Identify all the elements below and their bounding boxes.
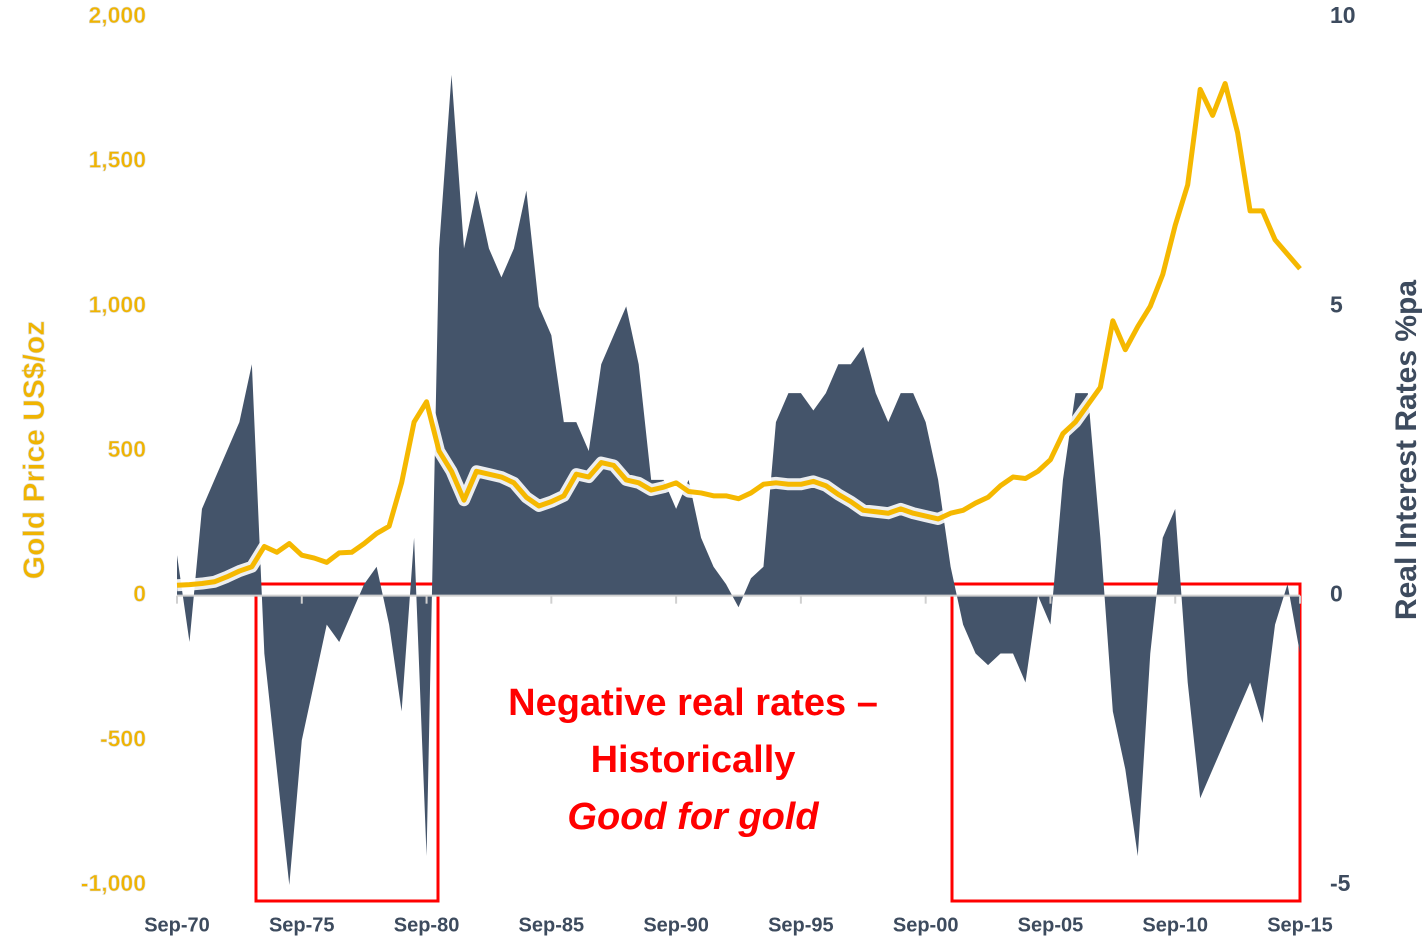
y2-tick-label: 0: [1330, 581, 1343, 607]
y-tick-label: -500: [100, 725, 146, 751]
highlight-box: [950, 582, 1302, 903]
y2-tick-label: 5: [1330, 291, 1343, 317]
x-tick-label: Sep-05: [1018, 914, 1084, 936]
area: [177, 74, 1300, 885]
highlight-box: [254, 582, 440, 903]
y-tick-label: 1,000: [88, 291, 146, 317]
y-tick-label: 2,000: [88, 2, 146, 28]
x-tick-label: Sep-95: [768, 914, 834, 936]
plot-area: [176, 74, 1305, 885]
y-tick-label: 500: [108, 436, 146, 462]
y-tick-label: 1,500: [88, 147, 146, 173]
annotation: Historically: [591, 739, 796, 781]
y-tick-label: -1,000: [81, 870, 146, 896]
x-tick-label: Sep-00: [893, 914, 959, 936]
annotation: Good for gold: [567, 796, 819, 838]
x-tick-label: Sep-70: [144, 914, 210, 936]
x-tick-label: Sep-15: [1267, 914, 1333, 936]
y-axis-label: Gold Price US$/oz: [18, 321, 51, 579]
y2-tick-label: -5: [1330, 870, 1351, 896]
x-tick-label: Sep-90: [643, 914, 709, 936]
x-tick-label: Sep-85: [519, 914, 585, 936]
x-tick-label: Sep-75: [269, 914, 335, 936]
y-tick-label: 0: [133, 581, 146, 607]
x-tick-label: Sep-80: [394, 914, 460, 936]
annotation: Negative real rates –: [508, 682, 878, 724]
y2-tick-label: 10: [1330, 2, 1356, 28]
line: [176, 81, 1302, 588]
x-tick-label: Sep-10: [1142, 914, 1208, 936]
y2-axis-label: Real Interest Rates %pa: [1390, 280, 1423, 620]
